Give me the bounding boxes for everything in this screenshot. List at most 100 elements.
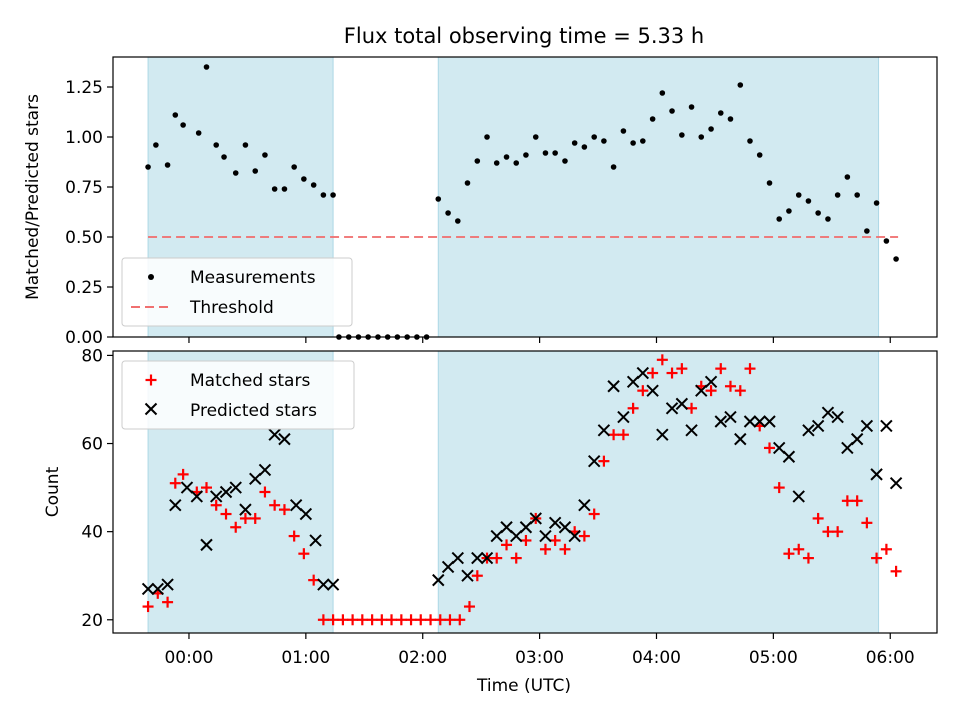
matched-point	[142, 601, 154, 613]
measurement-point	[153, 142, 159, 148]
matched-point	[705, 385, 717, 397]
predicted-point-b	[782, 450, 796, 463]
predicted-point-b	[432, 573, 445, 587]
predicted-point-b	[811, 419, 825, 433]
predicted-point-b	[558, 521, 572, 534]
predicted-point-b	[607, 380, 620, 393]
measurement-point	[484, 134, 490, 140]
predicted-point-b	[219, 485, 233, 499]
predicted-point-b	[675, 397, 689, 411]
x-tick-label: 03:00	[515, 648, 564, 668]
matched-point	[588, 508, 600, 520]
matched-point	[773, 482, 785, 494]
measurement-point	[221, 154, 227, 160]
predicted-point-b	[461, 569, 474, 582]
matched-point	[539, 543, 551, 555]
matched-point	[395, 614, 407, 626]
top-y-tick-label: 1.00	[65, 128, 103, 148]
predicted-point-b	[268, 428, 281, 441]
matched-point	[491, 552, 503, 564]
matched-point	[434, 614, 446, 626]
matched-point	[471, 570, 483, 582]
predicted-point	[636, 366, 650, 380]
predicted-point-b	[510, 529, 523, 543]
matched-point	[559, 543, 571, 555]
predicted-point	[695, 384, 708, 397]
predicted-point	[714, 415, 727, 428]
legend-measurements-label: Measurements	[190, 268, 316, 288]
measurement-point	[493, 160, 500, 166]
matched-point	[598, 455, 610, 467]
predicted-point-b	[278, 432, 291, 446]
matched-point	[317, 614, 329, 626]
top-legend-box	[121, 257, 353, 327]
measurement-point	[630, 140, 636, 146]
predicted-point-b	[169, 499, 182, 512]
measurement-point	[172, 112, 179, 118]
measurement-points	[145, 64, 899, 340]
measurement-point	[330, 192, 336, 198]
bottom-shaded-bands	[147, 350, 880, 634]
bottom-legend: Matched stars Predicted stars	[121, 360, 355, 430]
predicted-point	[597, 424, 611, 437]
predicted-point-b	[141, 582, 155, 596]
top-y-tick-label: 0.50	[65, 228, 103, 248]
measurement-point	[854, 192, 860, 198]
x-tick-label: 04:00	[632, 648, 681, 668]
matched-point	[454, 614, 466, 626]
predicted-point	[811, 419, 825, 433]
matched-point	[851, 495, 863, 507]
matched-point	[210, 499, 222, 511]
measurement-point	[747, 138, 753, 144]
predicted-point-b	[161, 578, 174, 591]
measurement-point	[815, 210, 821, 216]
predicted-point-b	[451, 551, 465, 565]
bottom-panel-frame	[112, 350, 938, 634]
predicted-point-b	[831, 410, 844, 424]
measurement-point	[727, 116, 734, 122]
predicted-point-b	[317, 578, 330, 591]
matched-point	[783, 548, 795, 560]
measurement-point	[688, 104, 695, 110]
measurement-point	[649, 116, 656, 122]
measurement-point	[552, 150, 558, 156]
predicted-point	[568, 529, 581, 543]
predicted-point	[763, 415, 776, 428]
bottom-y-tick-label: 80	[81, 346, 103, 366]
x-axis-label: Time (UTC)	[476, 676, 571, 696]
predicted-point	[539, 529, 552, 543]
matched-point	[386, 614, 398, 626]
matched-point	[734, 385, 746, 397]
measurement-point	[864, 228, 870, 234]
predicted-point-b	[180, 481, 194, 494]
predicted-point-b	[441, 560, 455, 574]
measurement-point	[659, 90, 666, 96]
matched-point	[666, 367, 678, 379]
measurement-point	[679, 132, 685, 138]
predicted-point	[821, 406, 835, 419]
matched-point	[278, 504, 290, 516]
predicted-point-b	[763, 415, 776, 428]
predicted-point	[802, 424, 815, 437]
measurement-point	[474, 158, 481, 164]
predicted-point	[461, 569, 474, 582]
predicted-point-b	[539, 529, 552, 543]
predicted-point	[860, 419, 874, 433]
predicted-point	[792, 490, 805, 503]
matched-point	[298, 548, 310, 560]
matched-point	[861, 517, 873, 529]
predicted-point	[249, 472, 262, 485]
predicted-point-b	[490, 529, 503, 543]
measurement-point	[195, 130, 202, 136]
predicted-point	[151, 582, 164, 596]
matched-point	[647, 367, 659, 379]
bottom-legend-box	[121, 360, 355, 430]
matched-point	[376, 614, 388, 626]
predicted-point	[626, 375, 640, 389]
measurement-point	[145, 164, 151, 170]
measurement-point	[591, 134, 597, 140]
predicted-point	[519, 521, 533, 534]
predicted-point	[685, 424, 698, 437]
measurement-point	[271, 186, 278, 192]
